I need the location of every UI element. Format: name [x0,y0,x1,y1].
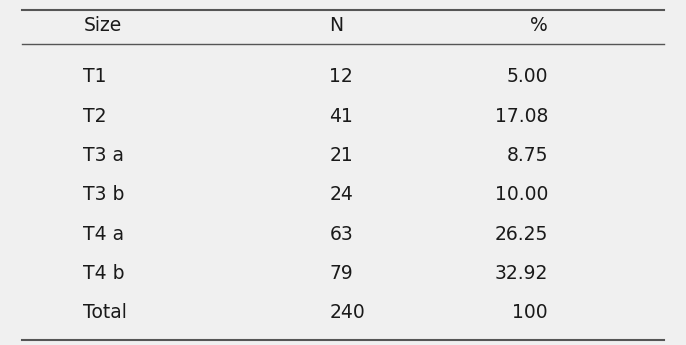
Text: T1: T1 [84,67,107,86]
Text: 32.92: 32.92 [495,264,548,283]
Text: 5.00: 5.00 [506,67,548,86]
Text: 63: 63 [329,225,353,244]
Text: 24: 24 [329,185,353,204]
Text: T2: T2 [84,107,107,126]
Text: T4 b: T4 b [84,264,125,283]
Text: 240: 240 [329,303,365,322]
Text: N: N [329,16,344,35]
Text: 21: 21 [329,146,353,165]
Text: 8.75: 8.75 [506,146,548,165]
Text: 79: 79 [329,264,353,283]
Text: 10.00: 10.00 [495,185,548,204]
Text: T3 b: T3 b [84,185,125,204]
Text: 17.08: 17.08 [495,107,548,126]
Text: 12: 12 [329,67,353,86]
Text: Size: Size [84,16,121,35]
Text: %: % [530,16,548,35]
Text: 100: 100 [512,303,548,322]
Text: Total: Total [84,303,127,322]
Text: T4 a: T4 a [84,225,124,244]
Text: T3 a: T3 a [84,146,124,165]
Text: 41: 41 [329,107,353,126]
Text: 26.25: 26.25 [495,225,548,244]
